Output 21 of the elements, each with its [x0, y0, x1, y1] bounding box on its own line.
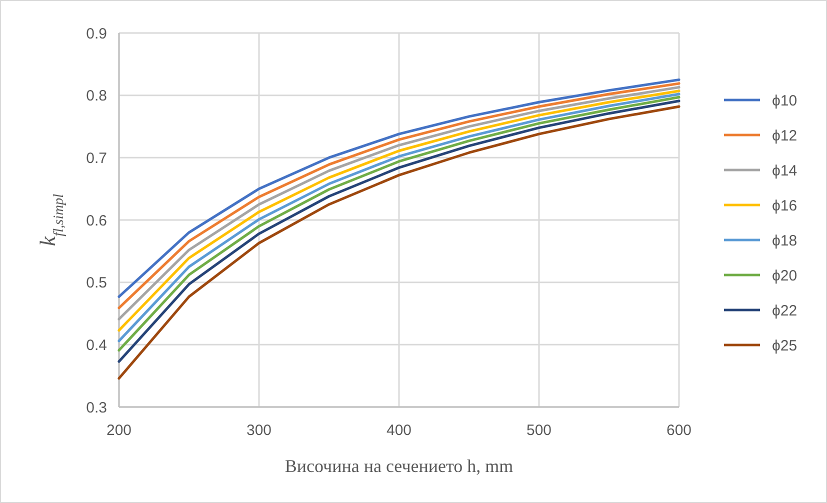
y-tick-label: 0.8 [86, 88, 107, 105]
y-tick-label: 0.9 [86, 25, 107, 42]
x-tick-label: 600 [666, 422, 692, 439]
x-tick-label: 500 [526, 422, 552, 439]
x-axis-title: Височина на сечението h, mm [284, 456, 514, 476]
x-tick-label: 200 [106, 422, 132, 439]
x-tick-label: 400 [386, 422, 412, 439]
legend-label: ϕ10 [772, 92, 798, 110]
y-tick-label: 0.6 [86, 212, 107, 230]
x-tick-label: 300 [246, 422, 272, 439]
legend-label: ϕ22 [772, 302, 798, 320]
legend-label: ϕ20 [772, 267, 798, 284]
legend-label: ϕ14 [772, 162, 798, 180]
legend-label: ϕ18 [772, 232, 798, 250]
y-tick-label: 0.7 [86, 150, 107, 167]
legend-label: ϕ16 [772, 197, 798, 214]
y-tick-label: 0.4 [86, 336, 107, 354]
legend-label: ϕ12 [772, 127, 798, 144]
legend-label: ϕ25 [772, 337, 798, 354]
y-tick-label: 0.5 [86, 274, 107, 292]
y-tick-label: 0.3 [86, 399, 107, 416]
